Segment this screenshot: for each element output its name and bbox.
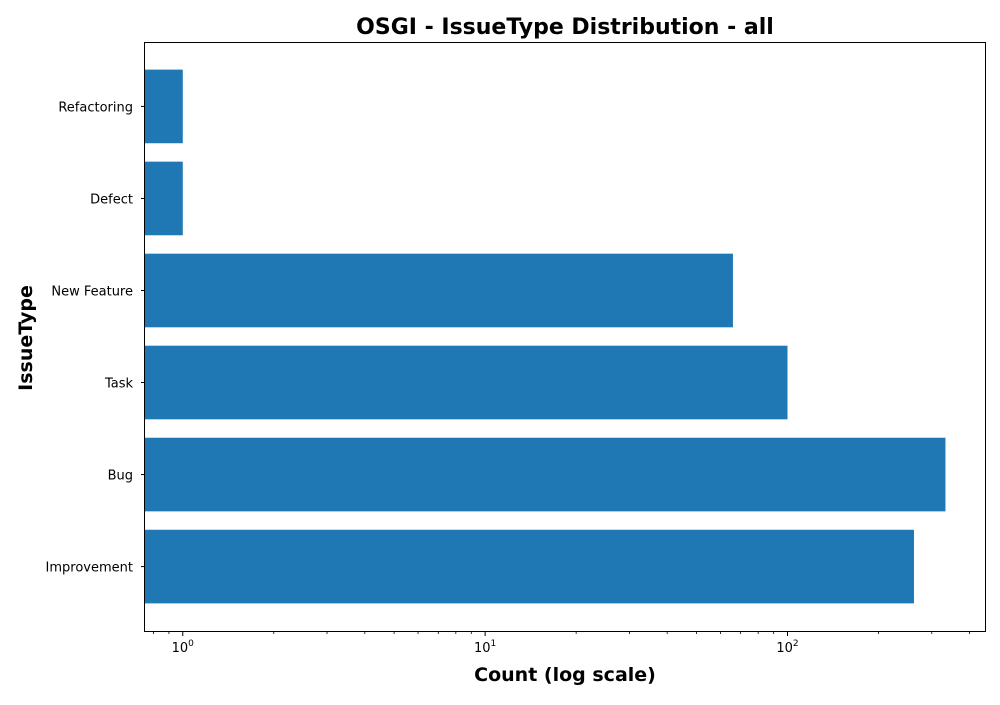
bar-defect bbox=[145, 161, 183, 236]
y-tick-label: Improvement bbox=[46, 561, 133, 576]
y-tick-label: Defect bbox=[90, 192, 133, 207]
y-tick-label: Bug bbox=[108, 469, 133, 484]
bar-bug bbox=[145, 437, 946, 512]
y-tick-label: New Feature bbox=[51, 284, 133, 299]
bars-layer bbox=[145, 69, 946, 604]
x-tick-label: 102 bbox=[776, 639, 798, 656]
bar-refactoring bbox=[145, 69, 183, 144]
bar-improvement bbox=[145, 529, 914, 604]
x-tick-label: 100 bbox=[172, 639, 195, 656]
y-tick-label: Refactoring bbox=[58, 100, 133, 115]
y-tick-label: Task bbox=[104, 377, 134, 392]
chart-title: OSGI - IssueType Distribution - all bbox=[356, 15, 774, 40]
bar-new-feature bbox=[145, 253, 733, 328]
plot-frame bbox=[144, 42, 986, 632]
y-axis-label: IssueType bbox=[15, 285, 37, 391]
ticks-layer: Improvement Bug Task New Feature Defect Refac… bbox=[46, 100, 970, 656]
bar-task bbox=[145, 345, 788, 420]
x-axis-label: Count (log scale) bbox=[474, 664, 656, 686]
x-tick-label: 101 bbox=[474, 639, 496, 656]
